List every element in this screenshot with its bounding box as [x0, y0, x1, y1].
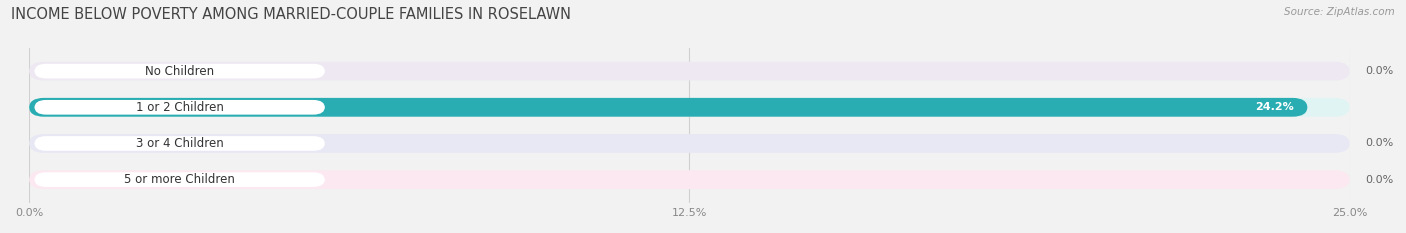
Text: 0.0%: 0.0%: [1365, 175, 1393, 185]
Text: 3 or 4 Children: 3 or 4 Children: [136, 137, 224, 150]
FancyBboxPatch shape: [34, 64, 325, 79]
FancyBboxPatch shape: [30, 98, 1350, 117]
Text: 1 or 2 Children: 1 or 2 Children: [136, 101, 224, 114]
Text: INCOME BELOW POVERTY AMONG MARRIED-COUPLE FAMILIES IN ROSELAWN: INCOME BELOW POVERTY AMONG MARRIED-COUPL…: [11, 7, 571, 22]
FancyBboxPatch shape: [30, 134, 1350, 153]
FancyBboxPatch shape: [34, 136, 325, 151]
Text: 24.2%: 24.2%: [1256, 102, 1294, 112]
Text: Source: ZipAtlas.com: Source: ZipAtlas.com: [1284, 7, 1395, 17]
FancyBboxPatch shape: [34, 100, 325, 115]
Text: 0.0%: 0.0%: [1365, 66, 1393, 76]
Text: 5 or more Children: 5 or more Children: [124, 173, 235, 186]
Text: 0.0%: 0.0%: [1365, 138, 1393, 148]
FancyBboxPatch shape: [30, 62, 1350, 81]
FancyBboxPatch shape: [34, 172, 325, 187]
FancyBboxPatch shape: [30, 98, 1308, 117]
Text: No Children: No Children: [145, 65, 214, 78]
FancyBboxPatch shape: [30, 170, 1350, 189]
